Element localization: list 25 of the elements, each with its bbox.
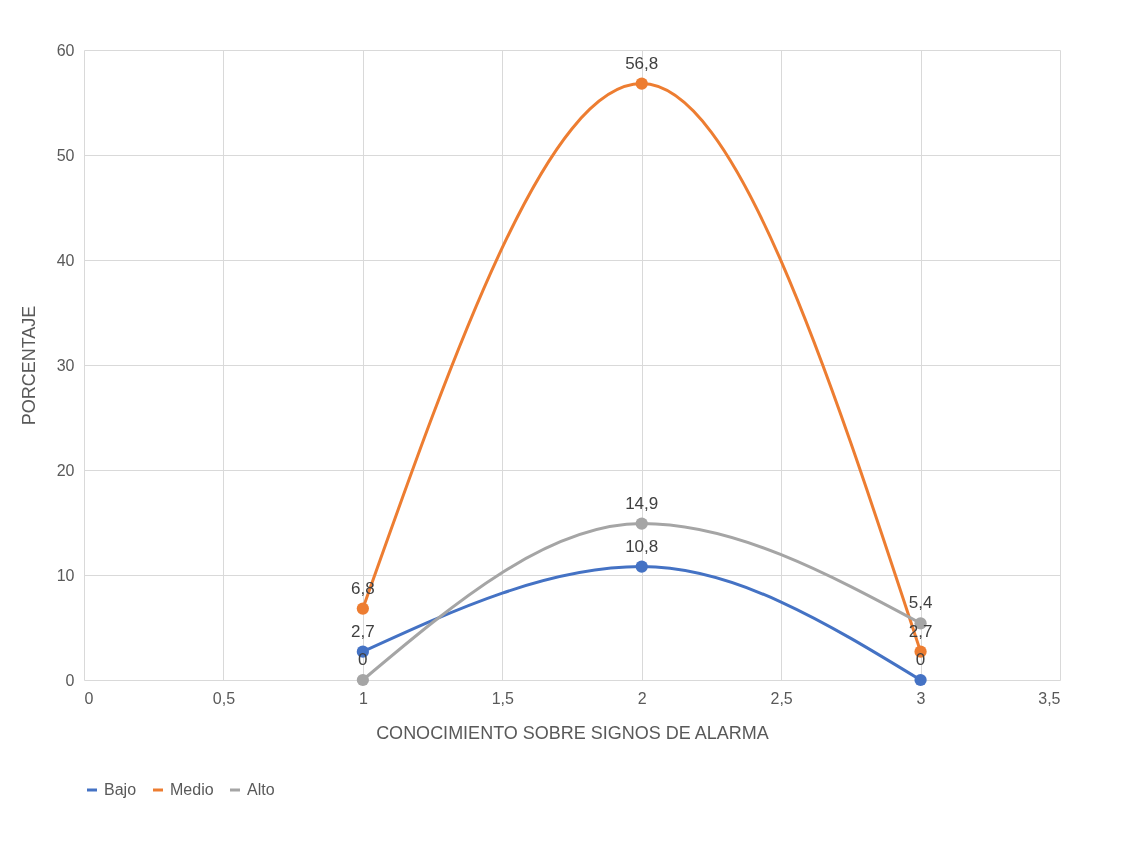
x-tick-label: 1 — [358, 689, 368, 707]
y-tick-label: 50 — [56, 146, 75, 164]
data-label: 2,7 — [351, 621, 375, 641]
data-label: 10,8 — [625, 536, 659, 556]
y-tick-label: 0 — [65, 671, 75, 689]
y-tick-label: 40 — [56, 251, 75, 269]
x-tick-label: 2,5 — [770, 689, 793, 707]
x-axis-title: CONOCIMIENTO SOBRE SIGNOS DE ALARMA — [376, 722, 769, 743]
x-tick-label: 0 — [84, 689, 94, 707]
x-tick-label: 3 — [916, 689, 926, 707]
x-tick-label: 2 — [637, 689, 647, 707]
y-tick-label: 60 — [56, 41, 75, 59]
x-tick-label: 3,5 — [1038, 689, 1061, 707]
x-tick-label: 0,5 — [212, 689, 236, 707]
legend-label: Alto — [247, 781, 275, 798]
data-label: 56,8 — [625, 53, 659, 73]
data-label: 14,9 — [625, 493, 659, 513]
y-tick-label: 30 — [56, 356, 75, 374]
x-tick-label: 1,5 — [491, 689, 514, 707]
data-label: 5,4 — [908, 593, 933, 613]
y-tick-label: 20 — [56, 461, 75, 479]
legend-label: Bajo — [104, 781, 137, 798]
legend-label: Medio — [170, 781, 214, 798]
y-tick-label: 10 — [56, 566, 75, 584]
y-axis-title: PORCENTAJE — [18, 305, 39, 426]
